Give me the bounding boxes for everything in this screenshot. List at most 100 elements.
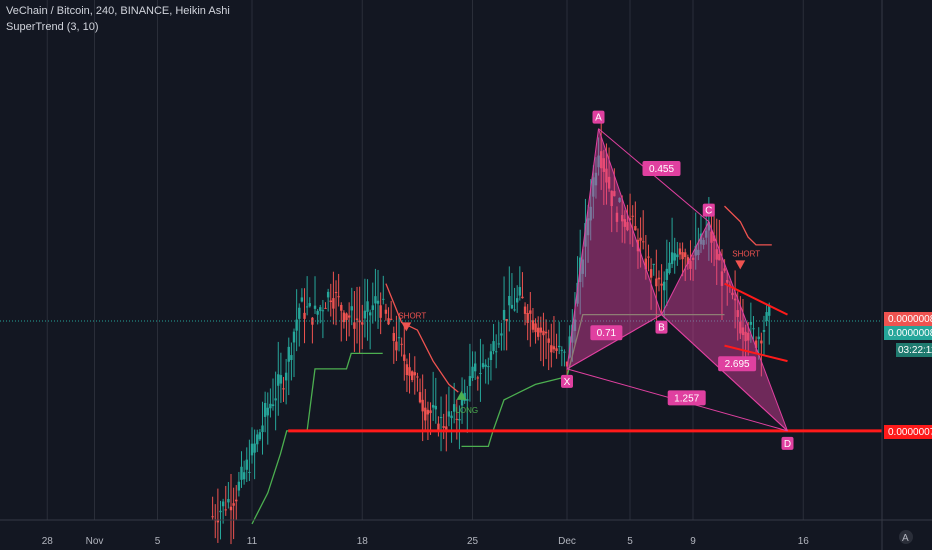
candle-body: [434, 405, 437, 410]
candle-body: [211, 516, 214, 518]
candle-body: [347, 315, 351, 318]
short-signal-arrow: [735, 260, 746, 270]
pattern-ratio-bg: [667, 390, 706, 406]
tradingview-logo[interactable]: A: [899, 530, 913, 544]
candle-body: [408, 367, 411, 376]
candle-body: [324, 307, 327, 309]
candle-body: [295, 319, 298, 331]
candle-body: [471, 366, 474, 379]
candle-body: [421, 399, 424, 412]
x-tick-label: 5: [155, 536, 161, 547]
candle-body: [618, 197, 621, 203]
candle-body: [736, 310, 739, 317]
pattern-line-bd: [661, 314, 788, 432]
candle-body: [720, 271, 724, 286]
candle-body: [602, 158, 606, 172]
candle-body: [676, 254, 679, 258]
candle-body: [384, 309, 388, 314]
candle-body: [303, 312, 306, 319]
candle-body: [586, 218, 590, 236]
candle-body: [536, 327, 540, 337]
candle-body: [523, 306, 527, 314]
pattern-point-bg: [592, 110, 605, 124]
candle-body: [340, 304, 343, 311]
candle-body: [279, 375, 283, 384]
candle-body: [626, 222, 629, 231]
candle-body: [502, 309, 506, 320]
candle-body: [345, 313, 348, 320]
candle-body: [584, 223, 587, 247]
candle-body: [757, 336, 760, 340]
candle-body: [544, 331, 548, 334]
candle-body: [379, 305, 382, 318]
candle-body: [300, 297, 304, 302]
candle-body: [245, 459, 248, 470]
candle-body: [505, 319, 508, 322]
supertrend-down-line-2: [724, 205, 772, 246]
candle-body: [450, 415, 453, 419]
candle-body: [355, 318, 359, 320]
candle-body: [681, 252, 684, 260]
candle-body: [287, 346, 290, 362]
candle-body: [429, 410, 432, 414]
candle-body: [342, 312, 346, 323]
candle-body: [492, 341, 495, 352]
pattern-ratio-bg: [642, 160, 681, 176]
candle-body: [413, 372, 416, 376]
candle-body: [487, 366, 490, 368]
candle-body: [744, 331, 747, 342]
candle-body: [476, 377, 480, 379]
candle-body: [660, 283, 663, 286]
price-green-badge-bg: [884, 326, 932, 340]
candle-body: [697, 249, 700, 256]
candle-body: [557, 345, 561, 348]
short-signal-arrow: [401, 322, 412, 332]
candle-body: [529, 310, 532, 314]
candle-body: [479, 372, 482, 374]
candle-body: [376, 300, 380, 304]
supertrend-signals: SHORT LONG SHORT: [398, 249, 760, 414]
candle-body: [382, 298, 385, 300]
candle-body: [460, 395, 464, 406]
trend-line: [724, 344, 788, 363]
x-tick-label: 11: [247, 536, 258, 547]
candle-body: [613, 191, 616, 197]
candle-body: [634, 226, 637, 231]
candle-body: [473, 363, 477, 372]
candle-body: [531, 320, 535, 330]
countdown-badge: 03:22:11: [898, 345, 932, 356]
candle-body: [542, 330, 545, 336]
candle-body: [321, 310, 325, 312]
candle-body: [284, 372, 288, 381]
candle-body: [623, 219, 627, 227]
candle-body: [563, 351, 566, 353]
candle-body: [329, 300, 332, 303]
candle-body: [271, 404, 275, 407]
candle-body: [657, 277, 661, 280]
candle-body: [592, 177, 595, 197]
candle-body: [631, 215, 634, 217]
candle-body: [702, 239, 705, 245]
candle-body: [350, 306, 353, 311]
candle-body: [668, 262, 671, 274]
candle-body: [594, 172, 598, 186]
candle-body: [731, 292, 734, 296]
candle-body: [468, 376, 472, 386]
candle-body: [497, 343, 501, 345]
candle-body: [216, 519, 220, 523]
price-red-badge: 0.00000086: [888, 314, 932, 325]
chart-title[interactable]: VeChain / Bitcoin, 240, BINANCE, Heikin …: [6, 5, 230, 17]
candle-body: [647, 256, 650, 258]
candle-body: [269, 403, 272, 409]
candle-body: [500, 333, 503, 336]
candle-body: [749, 321, 753, 325]
candle-body: [642, 241, 645, 243]
candle-body: [363, 310, 367, 319]
candle-body: [319, 307, 322, 311]
candle-body: [242, 472, 246, 480]
candle-body: [518, 287, 522, 296]
candle-body: [565, 361, 569, 367]
indicator-label[interactable]: SuperTrend (3, 10): [6, 21, 99, 33]
